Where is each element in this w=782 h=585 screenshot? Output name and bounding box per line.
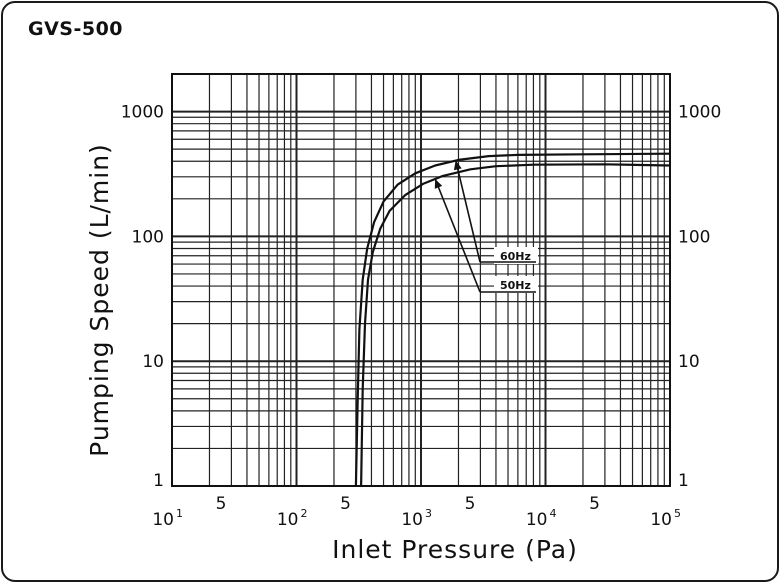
leader-line-50hz [434, 178, 481, 293]
annotations: 60Hz 50Hz [434, 160, 538, 293]
x-tick-label: 5 [216, 494, 227, 514]
annotation-bg [494, 247, 538, 264]
x-tick-exponent: 1 [176, 507, 183, 520]
y-tick-label-left: 10 [142, 352, 164, 372]
x-tick-label: 10 [277, 510, 299, 530]
series-line-60hz [354, 152, 671, 487]
y-tick-labels-right: 1 10 100 1000 [678, 103, 721, 491]
grid [171, 73, 671, 487]
x-tick-exponent: 4 [550, 507, 557, 520]
x-tick-labels: 10 1 510 2 510 3 510 4 510 5 [152, 494, 681, 530]
annotation-label-50hz: 50Hz [500, 279, 531, 292]
curves [354, 152, 671, 487]
chart-title: GVS-500 [28, 18, 124, 40]
x-tick-label: 5 [340, 494, 351, 514]
y-tick-label-right: 100 [678, 227, 710, 247]
x-tick-label: 5 [465, 494, 476, 514]
series-line-50hz [360, 163, 671, 487]
y-tick-label-right: 1000 [678, 103, 721, 123]
y-tick-label-right: 10 [678, 352, 700, 372]
x-tick-label: 10 [401, 510, 423, 530]
x-tick-label: 10 [650, 510, 672, 530]
x-tick-label: 10 [152, 510, 174, 530]
leader-line-60hz [454, 160, 481, 263]
annotation-bg [494, 276, 538, 293]
x-tick-exponent: 5 [674, 507, 681, 520]
x-tick-label: 5 [589, 494, 600, 514]
x-tick-exponent: 2 [301, 507, 308, 520]
x-tick-exponent: 3 [425, 507, 432, 520]
y-tick-labels-left: 1 10 100 1000 [121, 103, 164, 491]
arrowhead-60hz [453, 160, 462, 171]
arrowhead-50hz [434, 178, 443, 189]
y-axis-label: Pumping Speed (L/min) [85, 143, 114, 457]
annotation-label-60hz: 60Hz [500, 250, 531, 263]
y-tick-label-left: 100 [132, 227, 164, 247]
x-axis-label: Inlet Pressure (Pa) [332, 535, 578, 564]
y-tick-label-left: 1000 [121, 103, 164, 123]
y-tick-label-right: 1 [678, 471, 689, 491]
x-tick-label: 10 [526, 510, 548, 530]
plot-border [171, 73, 671, 487]
y-tick-label-left: 1 [153, 471, 164, 491]
